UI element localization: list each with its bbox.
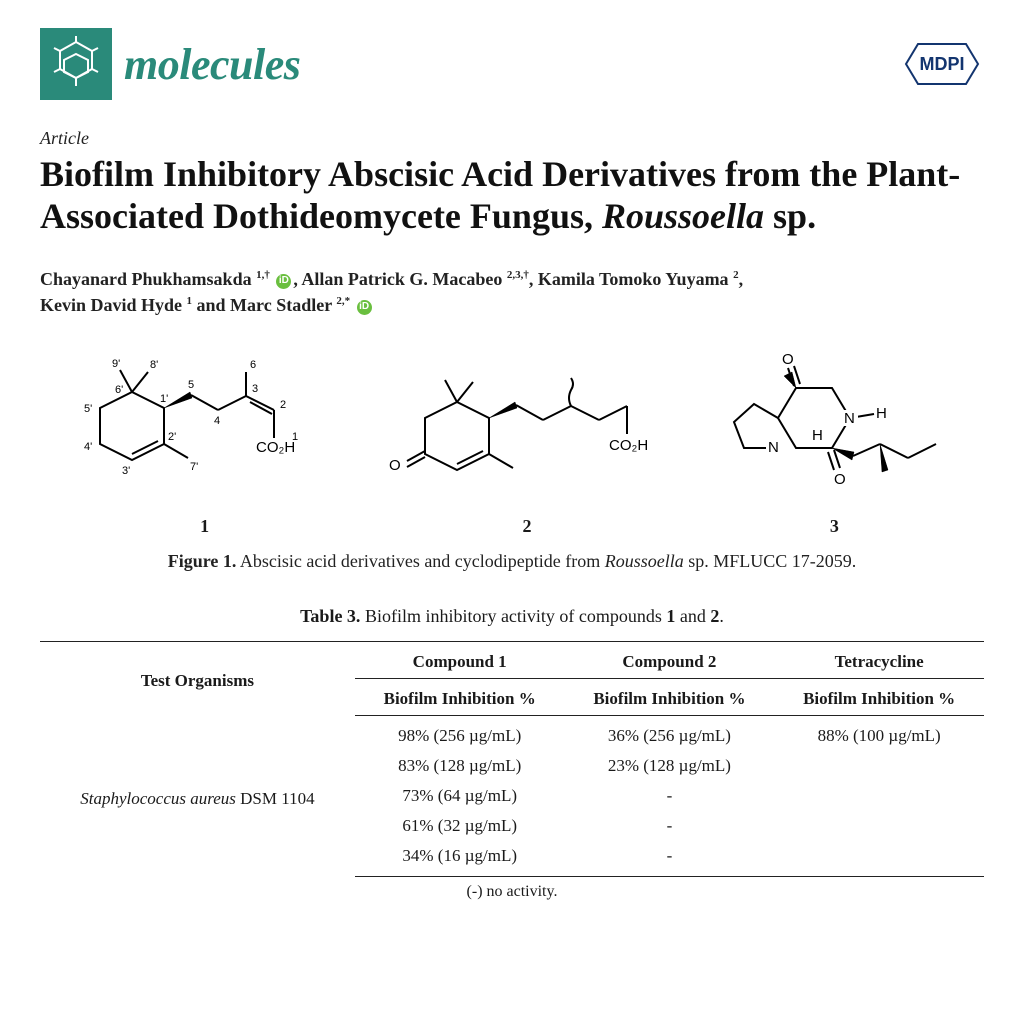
th-sub-2: Biofilm Inhibition % — [565, 679, 775, 716]
svg-text:7': 7' — [190, 461, 198, 473]
cell-c3 — [774, 841, 984, 877]
svg-text:4: 4 — [214, 415, 220, 427]
svg-text:CO₂H: CO₂H — [256, 439, 295, 456]
svg-text:CO₂H: CO₂H — [609, 437, 648, 454]
orcid-icon: iD — [357, 300, 372, 315]
cell-c3: 88% (100 µg/mL) — [774, 716, 984, 752]
author-2: Allan Patrick G. Macabeo — [301, 269, 502, 289]
cell-c1: 61% (32 µg/mL) — [355, 811, 565, 841]
orcid-icon: iD — [276, 274, 291, 289]
cell-c1: 83% (128 µg/mL) — [355, 751, 565, 781]
svg-text:O: O — [389, 457, 401, 474]
table-footnote: (-) no activity. — [40, 883, 984, 901]
author-1: Chayanard Phukhamsakda — [40, 269, 252, 289]
svg-text:6: 6 — [250, 359, 256, 371]
author-4: Kevin David Hyde — [40, 295, 182, 315]
structure-1: 9' 8' 6' 5' 4' 3' 2' 1' 7' 5 4 3 2 6 1 C… — [60, 348, 350, 537]
structure-2: O CO₂H 2 — [377, 358, 677, 537]
svg-text:3: 3 — [252, 383, 258, 395]
table-3: Test Organisms Compound 1 Compound 2 Tet… — [40, 641, 984, 877]
cell-c1: 98% (256 µg/mL) — [355, 716, 565, 752]
structure-3-label: 3 — [830, 516, 839, 537]
structure-3: N N H O O H — [704, 348, 964, 537]
svg-text:O: O — [782, 351, 794, 368]
table-3-caption: Table 3. Biofilm inhibitory activity of … — [40, 606, 984, 627]
journal-name: molecules — [124, 39, 300, 90]
svg-text:O: O — [834, 471, 846, 488]
svg-text:5: 5 — [188, 379, 194, 391]
cell-c2: - — [565, 781, 775, 811]
title-text: Biofilm Inhibitory Abscisic Acid Derivat… — [40, 154, 960, 236]
author-1-affil: 1,† — [256, 269, 270, 281]
th-tetracycline: Tetracycline — [774, 642, 984, 679]
cell-c2: - — [565, 811, 775, 841]
th-sub-3: Biofilm Inhibition % — [774, 679, 984, 716]
th-sub-1: Biofilm Inhibition % — [355, 679, 565, 716]
title-species: Roussoella — [602, 196, 764, 236]
cell-c3 — [774, 811, 984, 841]
author-5-affil: 2,* — [336, 295, 350, 307]
svg-text:N: N — [768, 439, 779, 456]
cell-c1: 34% (16 µg/mL) — [355, 841, 565, 877]
svg-text:6': 6' — [115, 384, 123, 396]
cell-c1: 73% (64 µg/mL) — [355, 781, 565, 811]
svg-text:3': 3' — [122, 465, 130, 477]
svg-text:MDPI: MDPI — [920, 54, 965, 74]
page-header: molecules MDPI — [40, 28, 984, 100]
svg-text:H: H — [812, 427, 823, 444]
svg-text:1': 1' — [160, 393, 168, 405]
article-type: Article — [40, 128, 984, 149]
structure-2-label: 2 — [522, 516, 531, 537]
cell-c2: 36% (256 µg/mL) — [565, 716, 775, 752]
author-3: Kamila Tomoko Yuyama — [538, 269, 729, 289]
cell-c3 — [774, 781, 984, 811]
th-test-organisms: Test Organisms — [40, 642, 355, 716]
svg-text:N: N — [844, 410, 855, 427]
figure-1-structures: 9' 8' 6' 5' 4' 3' 2' 1' 7' 5 4 3 2 6 1 C… — [46, 348, 978, 537]
journal-badge: molecules — [40, 28, 300, 100]
author-5: Marc Stadler — [230, 295, 332, 315]
journal-icon — [40, 28, 112, 100]
structure-1-label: 1 — [200, 516, 209, 537]
author-list: Chayanard Phukhamsakda 1,† iD, Allan Pat… — [40, 266, 984, 318]
cell-c3 — [774, 751, 984, 781]
publisher-badge: MDPI — [900, 36, 984, 92]
cell-c2: - — [565, 841, 775, 877]
figure-1-caption: Figure 1. Abscisic acid derivatives and … — [40, 551, 984, 572]
svg-text:8': 8' — [150, 359, 158, 371]
svg-text:2': 2' — [168, 431, 176, 443]
th-compound-2: Compound 2 — [565, 642, 775, 679]
svg-text:5': 5' — [84, 403, 92, 415]
table-row: Staphylococcus aureus DSM 1104 98% (256 … — [40, 716, 984, 752]
cell-c2: 23% (128 µg/mL) — [565, 751, 775, 781]
svg-text:9': 9' — [112, 358, 120, 370]
title-suffix: sp. — [764, 196, 816, 236]
th-compound-1: Compound 1 — [355, 642, 565, 679]
svg-text:H: H — [876, 405, 887, 422]
article-title: Biofilm Inhibitory Abscisic Acid Derivat… — [40, 153, 984, 238]
author-2-affil: 2,3,† — [507, 269, 529, 281]
cell-organism: Staphylococcus aureus DSM 1104 — [40, 716, 355, 877]
svg-text:4': 4' — [84, 441, 92, 453]
svg-text:2: 2 — [280, 399, 286, 411]
